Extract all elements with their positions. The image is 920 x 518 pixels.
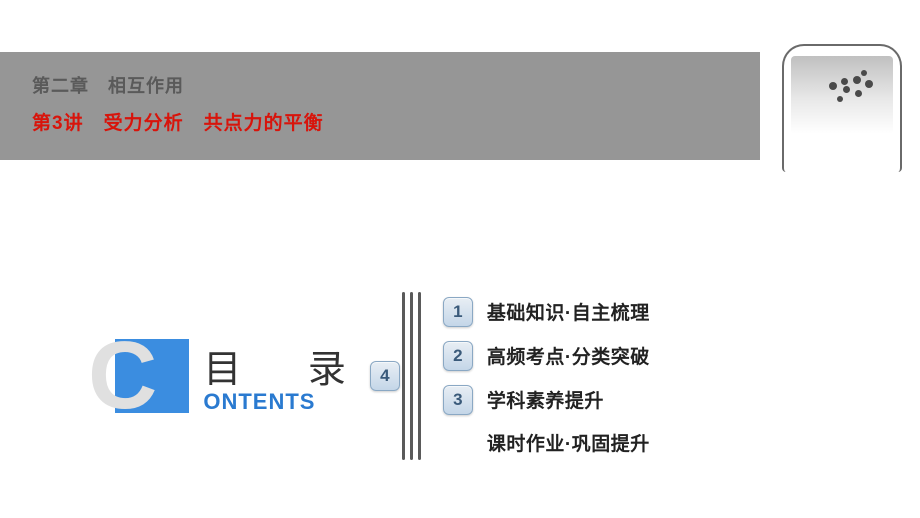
lecture-title: 第3讲 受力分析 共点力的平衡 xyxy=(32,108,760,135)
side-badge-4[interactable]: 4 xyxy=(370,361,400,391)
chapter-title: 第二章 相互作用 xyxy=(32,72,760,98)
nav-item-4[interactable]: 课时作业·巩固提升 xyxy=(443,429,650,456)
contents-title-cn: 目 录 xyxy=(203,338,374,393)
header-band: 第二章 相互作用 第3讲 受力分析 共点力的平衡 xyxy=(0,52,760,160)
vbar xyxy=(418,292,421,460)
nav-label: 学科素养提升 xyxy=(487,386,604,413)
vbar xyxy=(410,292,413,460)
contents-title-wrap: 目 录 ONTENTS xyxy=(203,338,374,415)
nav-label: 高频考点·分类突破 xyxy=(487,342,650,369)
contents-title-en: ONTENTS xyxy=(203,389,374,415)
photo-frame xyxy=(782,44,902,172)
skydive-photo xyxy=(791,56,893,134)
nav-item-2[interactable]: 2 高频考点·分类突破 xyxy=(443,341,650,371)
num-badge-3: 3 xyxy=(443,385,473,415)
nav-label: 基础知识·自主梳理 xyxy=(487,298,650,325)
vbar xyxy=(402,292,405,460)
contents-nav-list: 1 基础知识·自主梳理 2 高频考点·分类突破 3 学科素养提升 课时作业·巩固… xyxy=(443,297,650,456)
num-badge-1: 1 xyxy=(443,297,473,327)
contents-c-letter: C xyxy=(88,333,151,419)
nav-label: 课时作业·巩固提升 xyxy=(487,429,650,456)
vertical-bars: 4 xyxy=(402,292,421,460)
contents-block: C 目 录 ONTENTS 4 1 基础知识·自主梳理 2 高频考点·分类突破 … xyxy=(88,292,848,460)
num-badge-2: 2 xyxy=(443,341,473,371)
nav-item-1[interactable]: 1 基础知识·自主梳理 xyxy=(443,297,650,327)
nav-item-3[interactable]: 3 学科素养提升 xyxy=(443,385,650,415)
